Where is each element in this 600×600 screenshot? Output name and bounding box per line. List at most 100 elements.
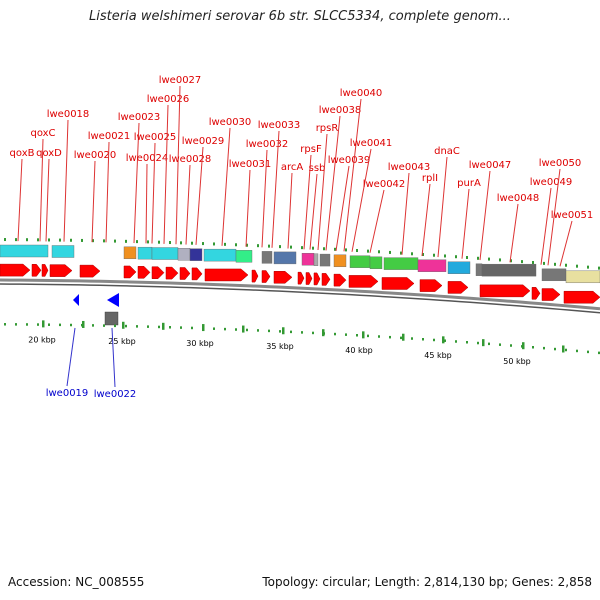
upper-dot xyxy=(279,245,281,249)
forward-cds-23 xyxy=(419,279,443,292)
lower-dot xyxy=(433,338,435,342)
lower-dot xyxy=(334,332,336,336)
gene-label-lwe0049: lwe0049 xyxy=(530,177,573,188)
major-tick xyxy=(282,327,285,335)
category-block-9 xyxy=(235,250,253,263)
forward-cds-13 xyxy=(251,269,259,283)
forward-cds-24 xyxy=(447,281,469,294)
forward-cds-17 xyxy=(305,272,313,285)
leader-lwe0028 xyxy=(185,164,191,245)
lower-dot xyxy=(180,326,182,329)
upper-dot xyxy=(26,238,28,242)
gene-label-lwe0029: lwe0029 xyxy=(182,136,225,147)
gene-label-lwe0048: lwe0048 xyxy=(497,193,540,204)
forward-cds-19 xyxy=(321,273,331,286)
upper-dot xyxy=(521,260,523,264)
lower-dot xyxy=(598,351,600,355)
gene-label-rpsF: rpsF xyxy=(300,144,322,155)
leader-lwe0051 xyxy=(559,220,573,267)
leader-rpsR xyxy=(317,133,328,251)
lower-dot xyxy=(499,343,501,346)
upper-dot xyxy=(532,261,534,265)
category-block-17 xyxy=(369,256,383,270)
lower-dot xyxy=(158,325,160,329)
upper-dot xyxy=(15,238,17,242)
category-block-20 xyxy=(447,261,471,274)
leader-dnaC xyxy=(437,156,448,258)
lower-dot xyxy=(389,335,391,339)
gene-label-lwe0022: lwe0022 xyxy=(94,389,137,400)
leader-lwe0018 xyxy=(63,119,69,242)
gene-label-dnaC: dnaC xyxy=(434,146,460,157)
lower-dot xyxy=(565,348,567,352)
major-tick xyxy=(482,339,485,347)
leader-lwe0042 xyxy=(369,189,385,253)
forward-cds-4 xyxy=(49,264,73,277)
upper-dot xyxy=(455,255,457,259)
upper-dot xyxy=(576,264,578,268)
leader-lwe0033 xyxy=(271,130,280,248)
category-block-19 xyxy=(417,259,447,272)
category-block-6 xyxy=(177,248,191,261)
lower-dot xyxy=(59,323,61,327)
lower-dot xyxy=(455,340,457,343)
major-tick xyxy=(42,320,45,328)
reverse-cds-lwe0022 xyxy=(107,293,119,307)
upper-dot xyxy=(125,239,127,243)
lower-dot xyxy=(554,347,556,351)
upper-dot xyxy=(543,261,545,265)
upper-dot xyxy=(400,251,402,255)
gene-label-arcA: arcA xyxy=(281,162,304,173)
major-tick xyxy=(562,345,565,353)
lower-dot xyxy=(345,333,347,336)
upper-dot xyxy=(422,252,424,256)
gene-label-lwe0020: lwe0020 xyxy=(74,150,117,161)
category-block-2 xyxy=(51,245,75,258)
leader-lwe0027 xyxy=(175,85,181,245)
lower-dot xyxy=(411,337,413,340)
gene-label-qoxC: qoxC xyxy=(30,128,55,139)
forward-cds-2 xyxy=(31,264,42,277)
leader-arcA xyxy=(287,172,293,249)
reverse-cds-lwe0019 xyxy=(73,294,79,306)
lower-dot xyxy=(191,326,193,330)
leader-lwe0043 xyxy=(401,172,410,255)
lower-dot xyxy=(114,324,116,328)
lower-dot xyxy=(257,329,259,332)
gene-label-lwe0047: lwe0047 xyxy=(469,160,512,171)
forward-cds-6 xyxy=(123,265,137,279)
lower-dot xyxy=(125,324,127,328)
upper-dot xyxy=(48,238,50,242)
category-block-8 xyxy=(203,248,237,262)
upper-dot xyxy=(411,252,413,256)
lower-dot xyxy=(15,323,17,326)
gene-label-lwe0051: lwe0051 xyxy=(551,210,594,221)
category-block-1 xyxy=(0,244,49,258)
lower-dot xyxy=(147,325,149,328)
upper-dot xyxy=(345,248,347,252)
upper-dot xyxy=(169,241,171,245)
upper-dot xyxy=(499,258,501,262)
upper-dot xyxy=(202,242,204,246)
lower-dot xyxy=(400,336,402,340)
leader-lwe0038 xyxy=(325,115,341,251)
forward-cds-3 xyxy=(41,264,49,277)
gene-label-lwe0040: lwe0040 xyxy=(340,88,383,99)
gene-label-lwe0041: lwe0041 xyxy=(350,138,393,149)
leader-lwe0026 xyxy=(163,104,169,244)
leader-lwe0022 xyxy=(111,327,116,388)
gene-label-lwe0018: lwe0018 xyxy=(47,109,90,120)
leader-lwe0049 xyxy=(540,187,552,265)
lower-dot xyxy=(37,323,39,326)
forward-cds-21 xyxy=(348,275,379,288)
scale-label-5: 40 kbp xyxy=(345,346,373,355)
upper-dot xyxy=(334,247,336,251)
forward-cds-5 xyxy=(79,264,101,278)
upper-dot xyxy=(147,240,149,244)
lower-dot xyxy=(301,331,303,334)
scale-label-1: 20 kbp xyxy=(28,335,56,344)
upper-dot xyxy=(356,249,358,253)
lower-dot xyxy=(378,335,380,338)
lower-dot xyxy=(224,327,226,331)
